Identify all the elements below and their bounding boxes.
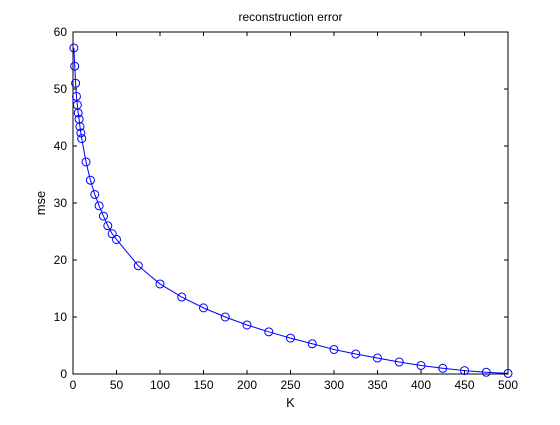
data-point (85, 175, 95, 185)
data-point (76, 128, 86, 138)
data-point (70, 61, 80, 71)
y-tick-label: 30 (54, 196, 68, 210)
x-tick-label: 400 (411, 378, 431, 392)
data-point (98, 211, 108, 221)
data-point (71, 78, 81, 88)
y-axis-label: mse (33, 191, 48, 216)
data-point (177, 292, 187, 302)
data-point (81, 157, 91, 167)
data-point (107, 229, 117, 239)
data-point (307, 339, 317, 349)
data-point (73, 108, 83, 118)
data-point (264, 327, 274, 337)
data-point (74, 114, 84, 124)
data-point (438, 363, 448, 373)
x-tick-label: 450 (454, 378, 474, 392)
data-point (199, 303, 208, 313)
data-point (71, 91, 81, 101)
y-tick-label: 20 (54, 253, 68, 267)
data-point (503, 368, 513, 378)
data-point (329, 344, 339, 354)
tick-layer: 0 50 100 150 200 250 300 350 400 450 500 0 10 20 30 40 5… (54, 25, 519, 392)
data-point (133, 261, 143, 271)
x-tick-label: 500 (498, 378, 518, 392)
y-tick-label: 40 (54, 139, 68, 153)
data-point (69, 43, 79, 53)
data-point (286, 333, 295, 343)
y-tick-label: 60 (54, 25, 68, 39)
y-tick-label: 50 (54, 82, 68, 96)
x-axis-label: K (286, 395, 295, 410)
data-point (75, 122, 85, 132)
data-point (242, 320, 252, 330)
x-tick-label: 350 (367, 378, 387, 392)
y-tick-label: 0 (60, 367, 67, 381)
data-point (394, 357, 404, 367)
x-tick-label: 0 (70, 378, 77, 392)
data-point (416, 360, 426, 370)
data-point (90, 189, 100, 199)
data-point (351, 349, 361, 359)
data-point (481, 367, 491, 377)
data-point (220, 312, 230, 322)
data-point (103, 221, 113, 231)
data-point (373, 353, 382, 363)
plot-area (72, 31, 509, 375)
x-tick-label: 150 (193, 378, 213, 392)
x-tick-label: 100 (150, 378, 170, 392)
data-point (460, 366, 469, 376)
x-tick-label: 250 (280, 378, 300, 392)
x-tick-label: 50 (110, 378, 124, 392)
series-layer (69, 43, 513, 378)
data-point (155, 279, 165, 289)
data-point (77, 134, 87, 144)
data-point (112, 234, 121, 244)
x-tick-label: 300 (324, 378, 344, 392)
data-point (94, 201, 104, 211)
chart-title: reconstruction error (238, 10, 342, 24)
x-tick-label: 200 (237, 378, 257, 392)
y-tick-label: 10 (54, 310, 68, 324)
